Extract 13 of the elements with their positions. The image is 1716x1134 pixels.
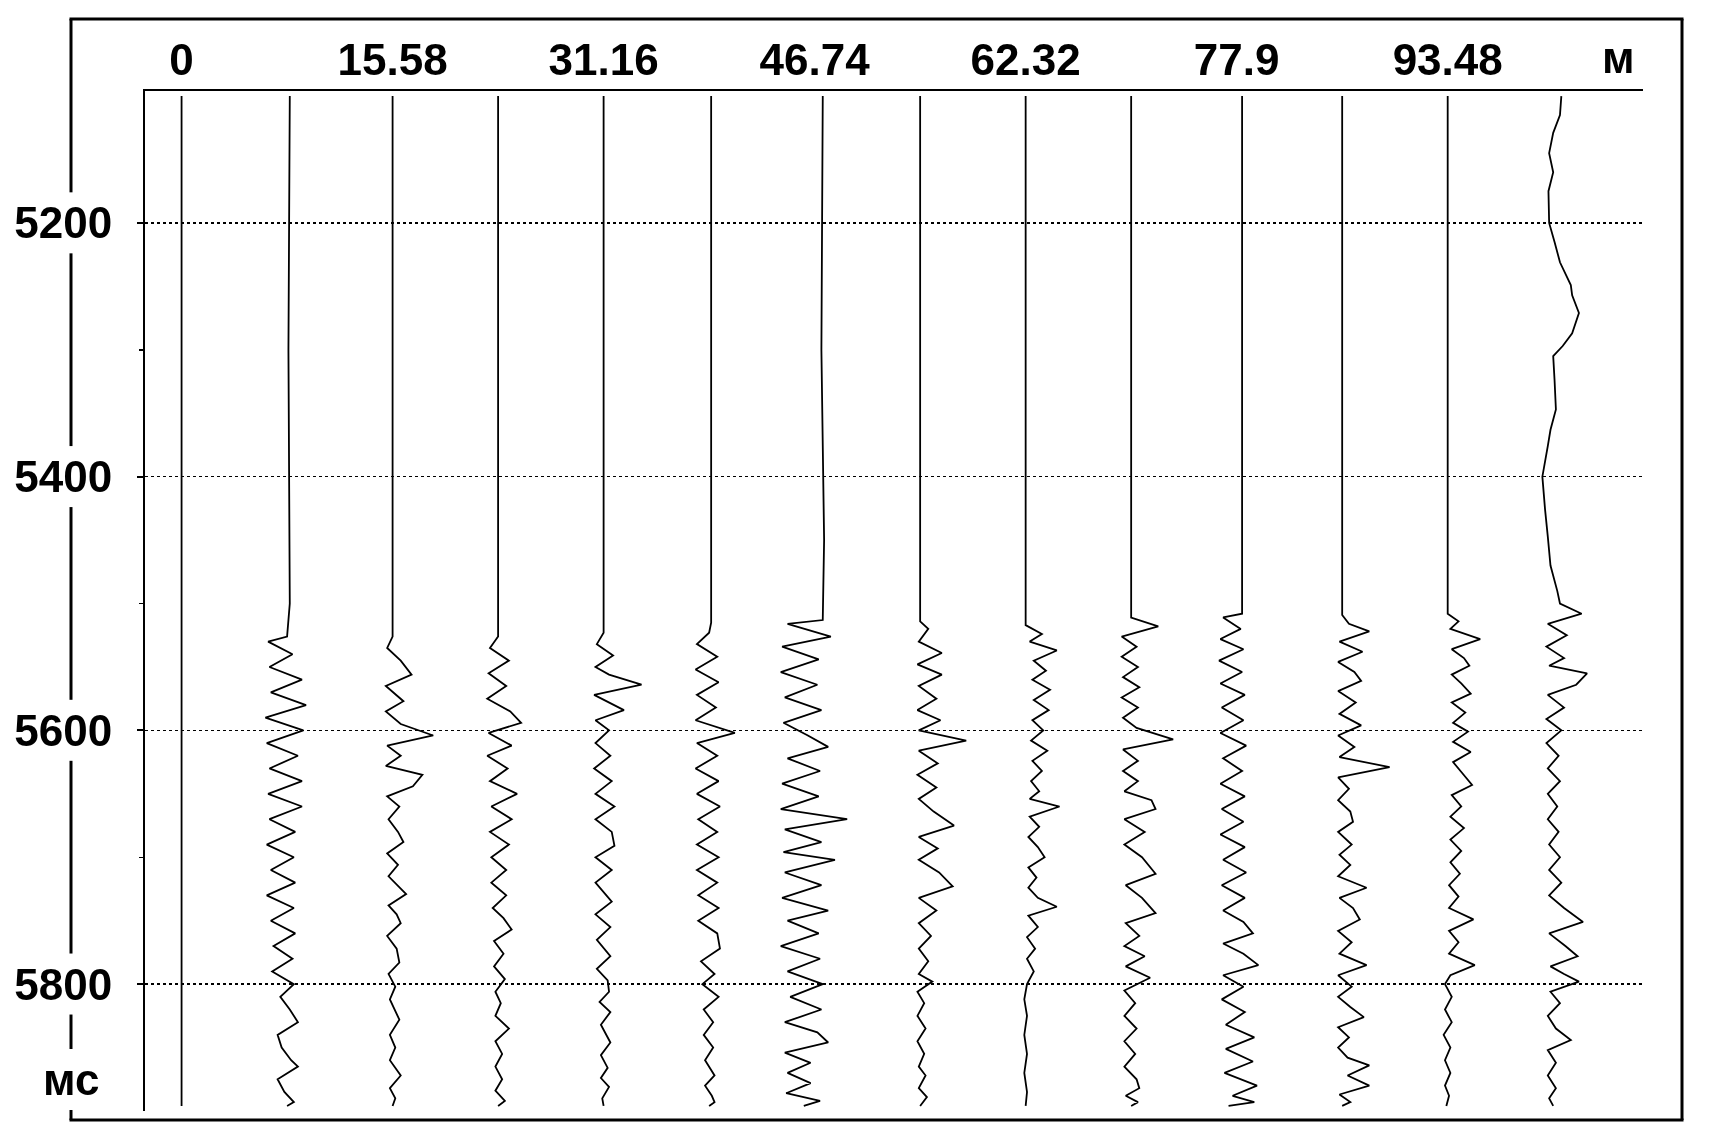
y-tick-label: 5200 <box>14 198 113 248</box>
x-tick-label: 46.74 <box>759 35 871 85</box>
y-tick-label: 5800 <box>14 959 113 1009</box>
x-tick-label: 15.58 <box>337 35 448 85</box>
y-tick-label: 5400 <box>14 452 113 502</box>
y-tick-label: 5600 <box>14 705 113 755</box>
x-tick-label: 77.9 <box>1193 35 1280 85</box>
x-axis-title: м <box>1602 33 1635 82</box>
x-tick-label: 93.48 <box>1392 35 1503 85</box>
y-axis-title: мс <box>43 1055 100 1104</box>
x-tick-label: 0 <box>169 35 194 85</box>
x-tick-label: 31.16 <box>548 35 659 85</box>
x-tick-label: 62.32 <box>970 35 1081 85</box>
